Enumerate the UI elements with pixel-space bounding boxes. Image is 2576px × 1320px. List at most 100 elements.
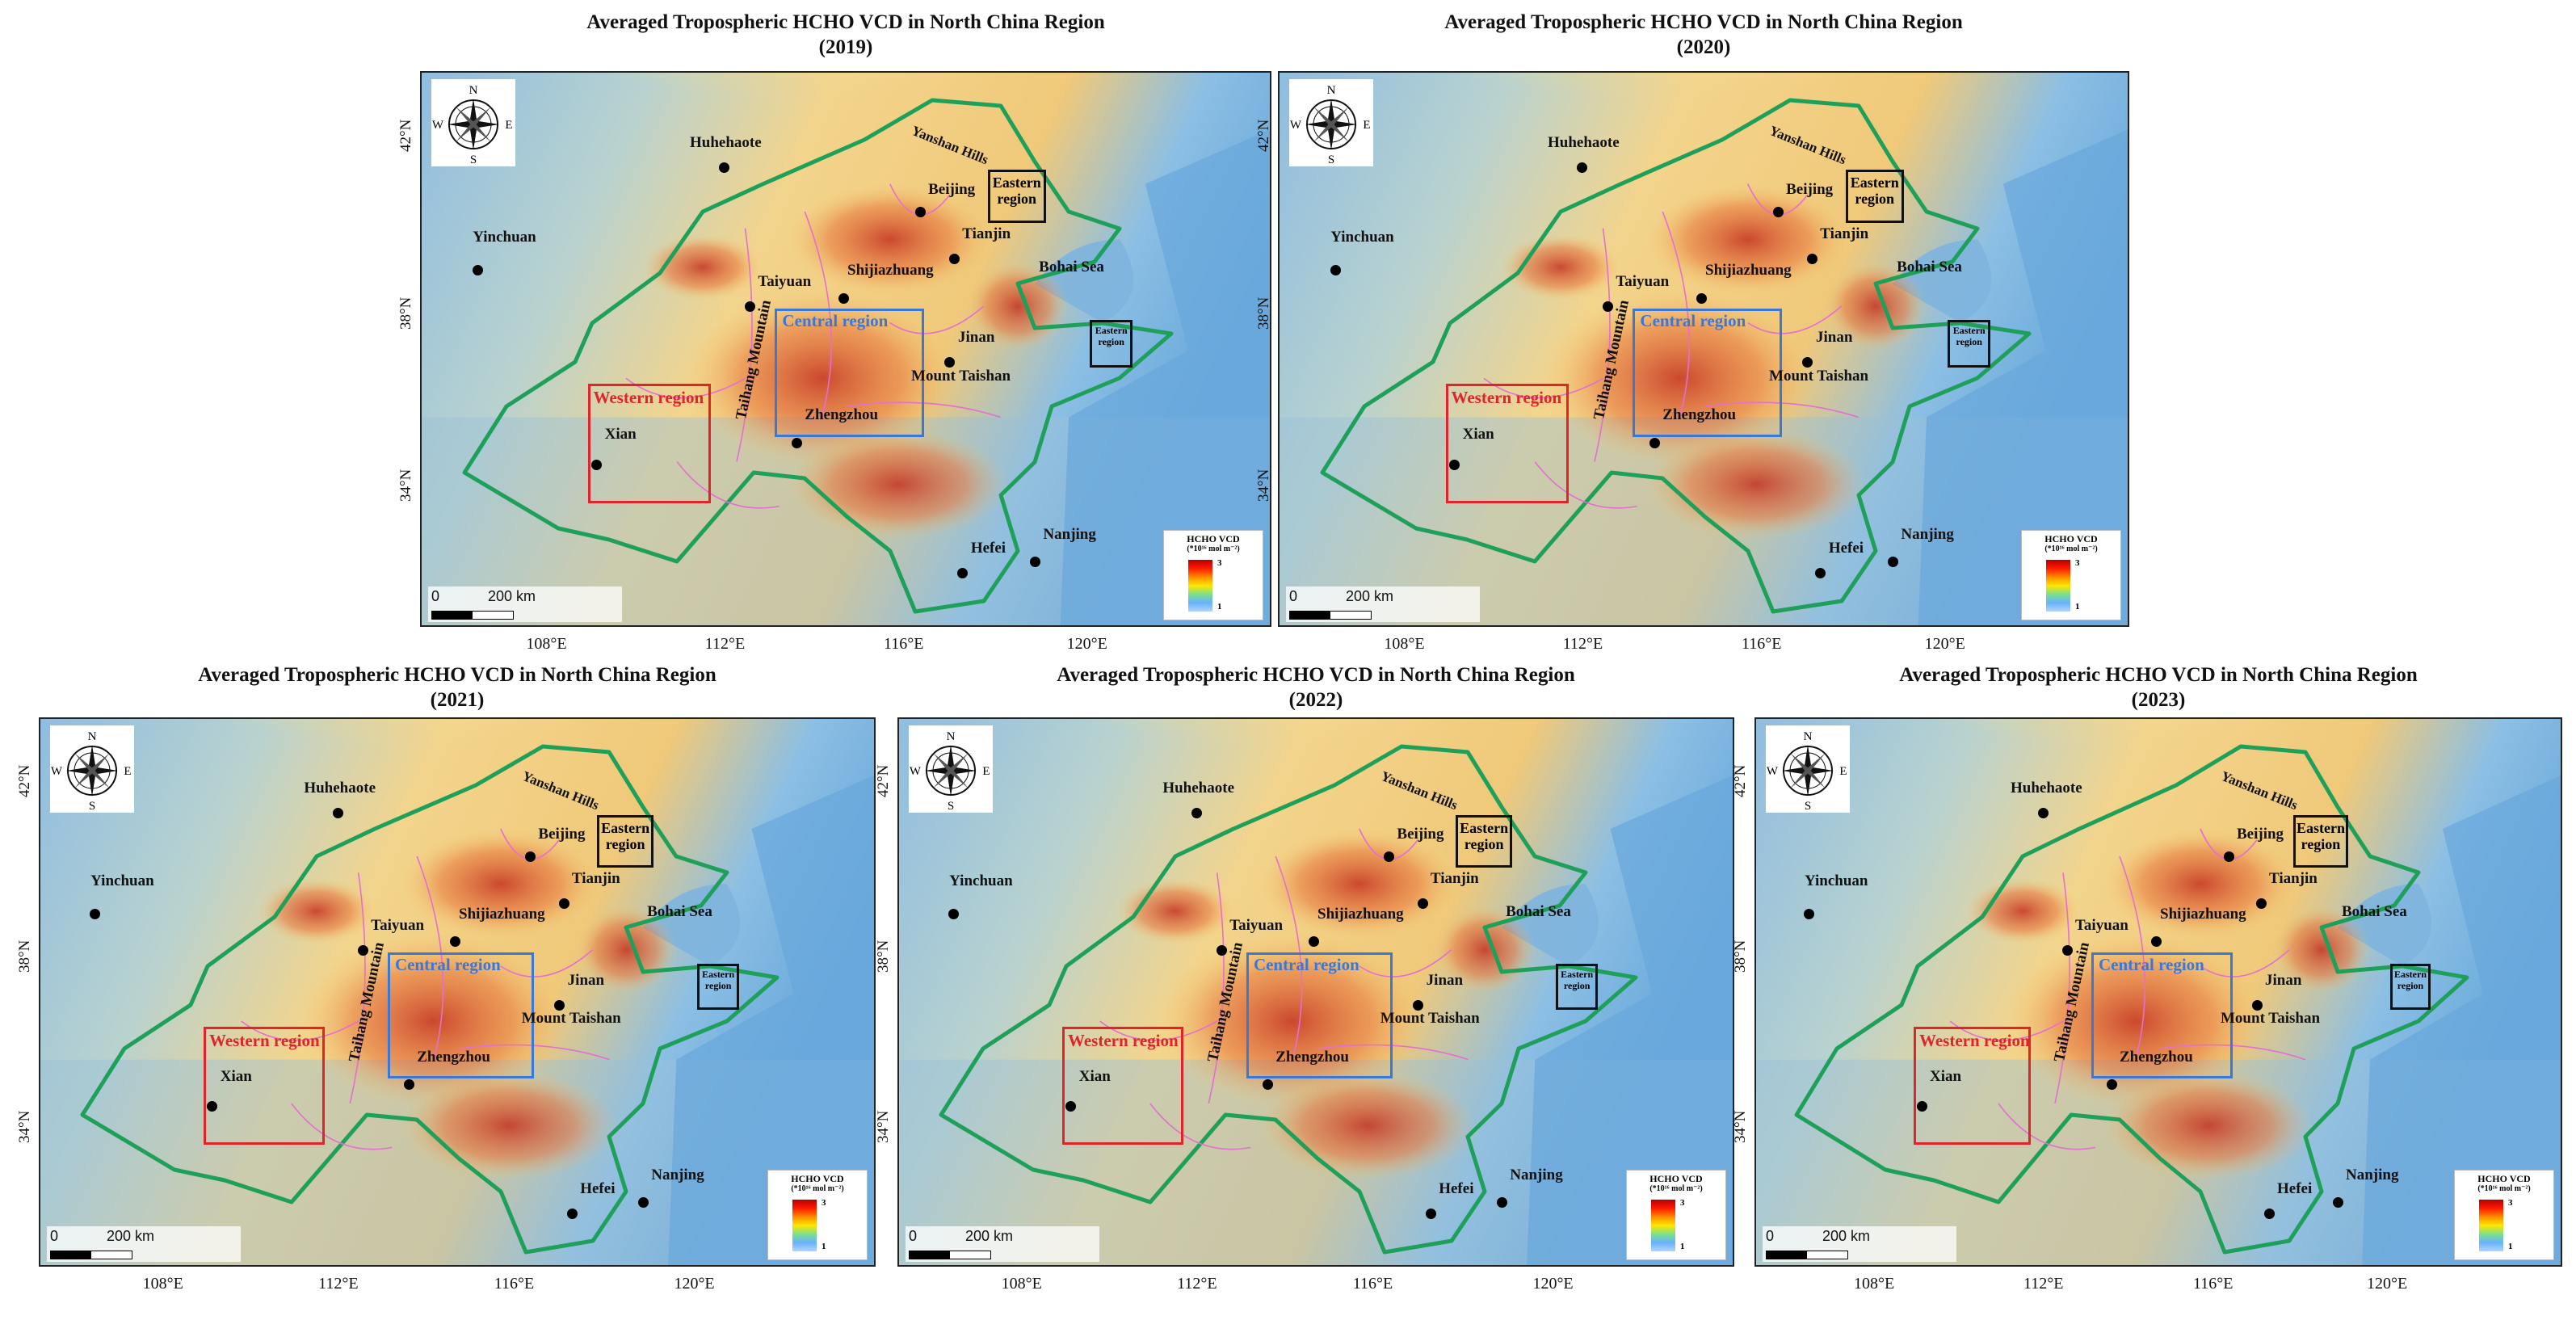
legend-units: (*10¹⁶ mol m⁻²)	[791, 1184, 844, 1193]
city-label: Yinchuan	[949, 872, 1013, 890]
hcho-hotspot	[400, 829, 602, 939]
city-label: Zhengzhou	[1662, 406, 1737, 423]
hcho-hotspot	[1259, 829, 1460, 939]
map-north-band	[1837, 719, 2402, 846]
legend-title: HCHO VCD	[1649, 1173, 1703, 1184]
compass-e: E	[1363, 119, 1370, 132]
city-marker	[2062, 944, 2073, 956]
city-marker	[1496, 1197, 1507, 1209]
bohai-sea-label: Bohai Sea	[1039, 259, 1104, 276]
x-tick-label: 112°E	[2023, 1275, 2064, 1293]
x-tick-label: 108°E	[1001, 1275, 1042, 1293]
city-label: Huhehaote	[1548, 133, 1620, 151]
compass-n: N	[88, 730, 97, 743]
y-tick-label: 42°N	[16, 764, 33, 797]
city-marker	[207, 1101, 218, 1112]
panel-title: Averaged Tropospheric HCHO VCD in North …	[198, 664, 716, 686]
central-region-box: Central region	[387, 952, 535, 1079]
city-label: Yinchuan	[1330, 228, 1394, 246]
city-label: Shijiazhuang	[1317, 906, 1404, 923]
eastern-region-label-2: region	[997, 191, 1037, 208]
eastern-region-label-2: region	[2397, 979, 2424, 991]
compass-n: N	[1327, 84, 1336, 97]
bohai-sea	[1034, 239, 1134, 323]
city-marker	[1804, 909, 1814, 920]
city-marker	[944, 356, 956, 368]
province-border	[1747, 305, 1843, 334]
scale-zero: 0	[909, 1228, 918, 1244]
scale-distance: 200 km	[1346, 588, 1394, 604]
x-tick-label: 112°E	[1177, 1275, 1217, 1293]
x-tick-label: 108°E	[1854, 1275, 1895, 1293]
y-tick-label: 42°N	[1255, 119, 1272, 152]
legend-colorbar	[1651, 1200, 1675, 1251]
city-marker	[554, 999, 565, 1011]
y-tick-label: 42°N	[397, 119, 414, 152]
province-border	[1317, 1044, 1469, 1061]
city-marker	[1330, 265, 1341, 276]
province-border	[1662, 211, 1690, 418]
hcho-map: N S W E Western region Central region Eastern r…	[39, 717, 876, 1267]
scale-distance: 200 km	[488, 588, 536, 604]
city-label: Xian	[220, 1067, 252, 1085]
eastern-region-box-shandong: Eastern region	[2390, 963, 2431, 1011]
legend-colorbar	[792, 1200, 817, 1251]
city-label: Taiyuan	[1229, 916, 1284, 934]
hcho-hotspot	[300, 933, 568, 1109]
city-label: Hefei	[2277, 1180, 2313, 1197]
map-north-band	[124, 719, 710, 846]
central-region-label: Central region	[394, 955, 501, 974]
city-marker	[1425, 1209, 1436, 1219]
eastern-region-box-shandong: Eastern region	[1556, 963, 1599, 1011]
y-tick-label: 34°N	[1255, 469, 1272, 502]
western-region-label: Western region	[593, 388, 704, 408]
y-tick-label: 38°N	[1255, 296, 1272, 330]
map-north-band	[982, 719, 1569, 846]
city-label: Xian	[1930, 1067, 1962, 1085]
western-region-label: Western region	[1451, 388, 1562, 408]
scale-bar-graphic	[431, 611, 514, 620]
city-label: Tianjin	[1820, 225, 1869, 243]
city-label: Nanjing	[651, 1167, 704, 1183]
city-marker	[1802, 356, 1813, 368]
city-marker	[1806, 254, 1817, 265]
hcho-map: N S W E Western region Central region Eastern r…	[420, 71, 1271, 627]
x-tick-label: 112°E	[318, 1275, 359, 1293]
compass-n: N	[947, 730, 956, 743]
hcho-hotspot	[1158, 933, 1427, 1109]
city-label: Jinan	[2265, 971, 2302, 989]
province-border	[676, 461, 780, 509]
city-label: Hefei	[1439, 1180, 1474, 1197]
city-marker	[2038, 807, 2049, 818]
hcho-hotspot	[1645, 183, 1851, 296]
compass-w: W	[910, 765, 922, 778]
city-label: Beijing	[1397, 826, 1444, 843]
legend-colorbar	[2046, 560, 2070, 612]
city-label: Zhengzhou	[417, 1048, 490, 1066]
compass-graphic: N S W E	[910, 730, 990, 813]
legend-max: 3	[2508, 1198, 2513, 1208]
mount-taishan-label: Mount Taishan	[1769, 367, 1869, 385]
city-marker	[2256, 898, 2267, 909]
western-region-label: Western region	[209, 1030, 320, 1050]
map-canvas	[422, 73, 1270, 625]
city-marker	[1815, 568, 1826, 579]
eastern-region-label-2: region	[704, 979, 732, 991]
eastern-region-label: Eastern	[1460, 820, 1509, 836]
city-label: Jinan	[1816, 328, 1853, 346]
compass-w: W	[432, 119, 444, 132]
y-tick-label: 38°N	[875, 940, 892, 973]
legend-units: (*10¹⁶ mol m⁻²)	[2044, 544, 2098, 553]
compass-e: E	[982, 765, 990, 778]
legend-title: HCHO VCD	[2477, 1173, 2531, 1184]
y-tick-label: 34°N	[16, 1110, 33, 1144]
city-label: Nanjing	[2346, 1167, 2399, 1183]
color-legend: HCHO VCD (*10¹⁶ mol m⁻²) 3 1	[2021, 530, 2121, 620]
city-label: Zhengzhou	[2120, 1048, 2193, 1066]
hcho-hotspot	[1543, 289, 1817, 468]
compass-rose-icon: N S W E	[1289, 79, 1373, 166]
eastern-region-label: Eastern	[1952, 325, 1986, 337]
city-label: Beijing	[2237, 826, 2284, 843]
city-marker	[838, 292, 849, 304]
panel-title: Averaged Tropospheric HCHO VCD in North …	[586, 11, 1105, 33]
